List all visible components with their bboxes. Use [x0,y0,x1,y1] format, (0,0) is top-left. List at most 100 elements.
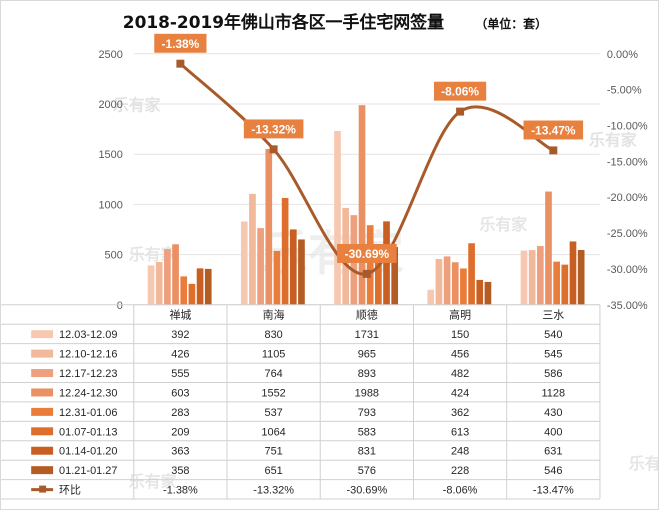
table-cell: 537 [264,407,282,419]
table-cell: 764 [264,368,282,380]
legend-swatch [31,330,54,339]
mom-line-marker [176,59,185,68]
bar [569,241,577,305]
bar [391,246,399,305]
watermark-logo: 乐有家 [129,472,177,491]
category-label: 南海 [263,308,285,322]
table-cell: 893 [358,368,376,380]
table-cell: 586 [544,368,562,380]
legend-label: 12.10-12.16 [59,349,117,361]
watermark-logo: 乐有家 [479,215,527,234]
bar [366,225,374,305]
bar [528,250,536,305]
bar [553,261,560,305]
bar [468,243,475,305]
watermark-logo: 乐有家 [629,454,659,473]
bar [435,259,443,305]
table-cell: 830 [264,329,282,341]
table-cell: 430 [544,407,562,419]
bar [155,262,163,305]
data-label: -13.47% [531,123,576,137]
data-label-box [523,120,584,140]
bar [460,268,467,305]
mom-line-marker [549,146,558,155]
category-label: 禅城 [169,308,191,322]
bar [180,276,188,305]
table-cell: 209 [171,426,189,438]
mom-line-marker [456,107,465,116]
bar [298,239,305,305]
legend-swatch [31,369,54,378]
watermark-logo: 乐有家 [113,96,161,115]
bar [443,256,451,305]
bar [196,268,204,305]
y2-tick-label: -20.00% [607,192,648,204]
legend-swatch [31,349,54,358]
category-label: 三水 [542,309,564,322]
table-cell: 283 [171,407,189,419]
table-cell: 400 [544,426,562,438]
bar [188,283,196,305]
table-cell: -8.06% [443,485,478,497]
table-cell: 613 [451,426,469,438]
data-label-box [243,119,304,139]
data-label: -1.38% [161,37,199,51]
bar [536,245,544,305]
y-axis-left: 0 500 1000 1500 2000 2500 [98,49,122,312]
table-cell: 392 [171,329,189,341]
table-cell: 363 [171,446,189,458]
y-tick-label: 1000 [98,199,122,211]
mom-line-marker [269,145,278,154]
bar [265,148,273,305]
legend-label: 01.14-01.20 [59,446,117,458]
table-cell: -1.38% [163,485,198,497]
legend-label: 12.03-12.09 [59,329,117,341]
y-axis-right: 0.00% -5.00% -10.00% -15.00% -20.00% -25.00% -… [607,49,648,312]
bar [240,221,248,305]
table-cell: 555 [171,368,189,380]
table-cell: 545 [544,349,562,361]
table-cell: 150 [451,329,469,341]
table-cell: 1552 [261,387,285,399]
bar [545,191,552,305]
bar [334,131,341,305]
category-label: 顺德 [356,308,378,322]
bar [383,221,390,305]
table-cell: 831 [358,446,376,458]
table-cell: 482 [451,368,469,380]
table-cell: 456 [451,349,469,361]
y2-tick-label: -35.00% [607,300,648,312]
bar [249,193,256,305]
y-tick-label: 1500 [98,149,122,161]
table-cell: -13.47% [533,485,574,497]
y-tick-label: 2500 [98,49,122,61]
bar [577,249,585,305]
table-cell: 362 [451,407,469,419]
bar [147,265,155,305]
table-cell: 1731 [355,329,379,341]
bar [375,246,382,305]
bar [484,281,492,305]
data-label: -8.06% [441,85,479,99]
legend-label: 01.07-01.13 [59,426,117,438]
y2-tick-label: -5.00% [607,85,642,97]
table-cell: 576 [358,465,376,477]
legend-label: 01.21-01.27 [59,465,117,477]
y-tick-label: 0 [117,300,123,312]
bar [204,268,212,305]
y2-tick-label: -25.00% [607,228,648,240]
table-cell: 631 [544,446,562,458]
table-cell: 540 [544,329,562,341]
y2-tick-label: 0.00% [607,49,638,61]
y-tick-label: 500 [105,250,123,262]
bar [476,279,484,305]
bar [427,289,435,305]
data-label-box [433,81,487,101]
legend-label: 12.17-12.23 [59,368,117,380]
mom-line-marker [362,269,371,278]
table-cell: 248 [451,446,469,458]
table-cell: 965 [358,349,376,361]
y2-tick-label: -30.00% [607,264,648,276]
bar [561,264,569,305]
